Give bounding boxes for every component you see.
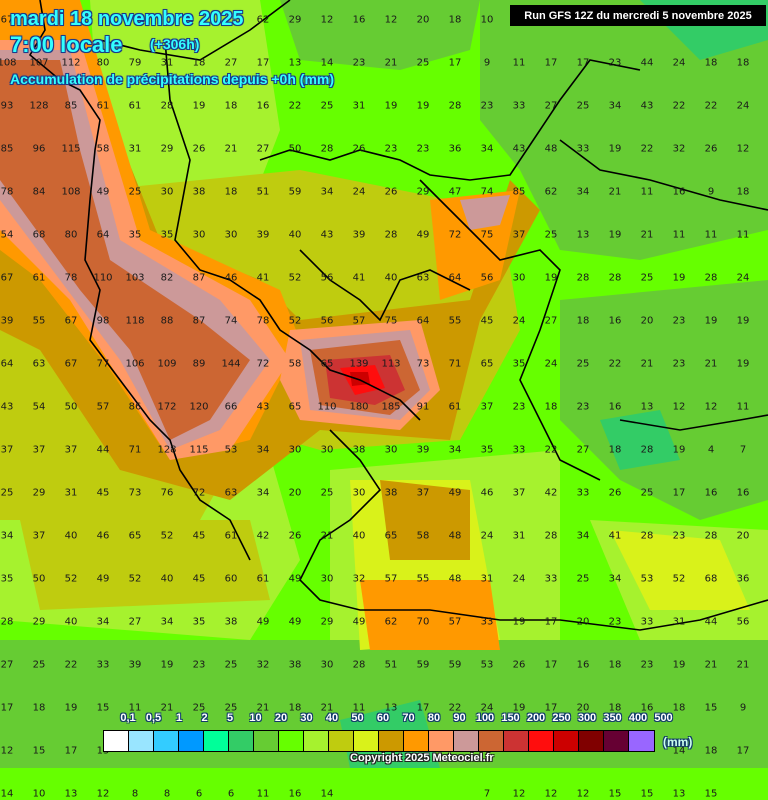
grid-value: 12 xyxy=(96,788,110,800)
legend-swatch xyxy=(129,731,154,751)
legend-swatch xyxy=(529,731,554,751)
legend-swatch xyxy=(279,731,304,751)
legend-swatch xyxy=(604,731,629,751)
color-legend xyxy=(103,730,655,752)
legend-threshold: 250 xyxy=(552,712,571,724)
legend-swatch xyxy=(404,731,429,751)
legend-threshold: 40 xyxy=(325,712,339,724)
legend-threshold: 1 xyxy=(175,712,183,724)
grid-value: 10 xyxy=(32,788,46,800)
legend-unit: (mm) xyxy=(663,735,693,749)
legend-threshold: 10 xyxy=(249,712,262,724)
grid-value: 11 xyxy=(256,788,270,800)
copyright-text: Copyright 2025 Meteociel.fr xyxy=(350,752,494,764)
legend-threshold: 60 xyxy=(376,712,390,724)
legend-threshold: 100 xyxy=(475,712,495,724)
legend-swatch xyxy=(204,731,229,751)
legend-swatch xyxy=(104,731,129,751)
grid-value: 8 xyxy=(163,788,171,800)
grid-value: 7 xyxy=(483,788,491,800)
legend-threshold: 0,1 xyxy=(120,712,136,724)
legend-threshold: 70 xyxy=(402,712,415,724)
legend-threshold: 5 xyxy=(226,712,234,724)
legend-threshold: 0,5 xyxy=(145,712,162,724)
forecast-date: mardi 18 novembre 2025 xyxy=(10,8,244,30)
legend-threshold: 200 xyxy=(526,712,546,724)
legend-swatch xyxy=(579,731,604,751)
map-description: Accumulation de précipitations depuis +0… xyxy=(10,71,334,87)
legend-threshold: 350 xyxy=(603,712,622,724)
grid-value: 14 xyxy=(0,788,14,800)
legend-swatch xyxy=(354,731,379,751)
legend-threshold: 80 xyxy=(427,712,441,724)
legend-swatch xyxy=(379,731,404,751)
legend-threshold: 500 xyxy=(654,712,673,724)
legend-swatch xyxy=(454,731,479,751)
legend-threshold: 20 xyxy=(274,712,288,724)
grid-value: 15 xyxy=(704,788,718,800)
legend-threshold: 30 xyxy=(300,712,313,724)
legend-threshold: 2 xyxy=(201,712,208,724)
legend-swatch xyxy=(179,731,204,751)
forecast-offset: (+306h) xyxy=(150,36,200,52)
grid-value: 13 xyxy=(672,788,686,800)
grid-value: 15 xyxy=(608,788,622,800)
legend-swatch xyxy=(479,731,504,751)
legend-swatch xyxy=(554,731,579,751)
legend-swatch xyxy=(154,731,179,751)
legend-threshold: 300 xyxy=(577,712,597,724)
grid-value: 16 xyxy=(288,788,302,800)
grid-value: 12 xyxy=(512,788,526,800)
legend-threshold: 90 xyxy=(453,712,466,724)
grid-value: 15 xyxy=(640,788,654,800)
grid-value: 13 xyxy=(64,788,78,800)
precipitation-map xyxy=(0,0,768,768)
legend-swatch xyxy=(429,731,454,751)
legend-swatch xyxy=(304,731,329,751)
grid-value: 6 xyxy=(227,788,235,800)
legend-threshold: 400 xyxy=(628,712,648,724)
model-run-label: Run GFS 12Z du mercredi 5 novembre 2025 xyxy=(510,5,766,26)
legend-swatch xyxy=(329,731,354,751)
forecast-time: 7:00 locale xyxy=(10,32,123,57)
legend-threshold: 50 xyxy=(351,712,364,724)
grid-value: 6 xyxy=(195,788,203,800)
grid-value: 14 xyxy=(320,788,334,800)
legend-swatch xyxy=(504,731,529,751)
grid-value: 12 xyxy=(576,788,590,800)
legend-swatch xyxy=(229,731,254,751)
legend-swatch xyxy=(629,731,654,751)
grid-value: 8 xyxy=(131,788,139,800)
legend-swatch xyxy=(254,731,279,751)
grid-value: 12 xyxy=(544,788,558,800)
legend-threshold: 150 xyxy=(501,712,520,724)
